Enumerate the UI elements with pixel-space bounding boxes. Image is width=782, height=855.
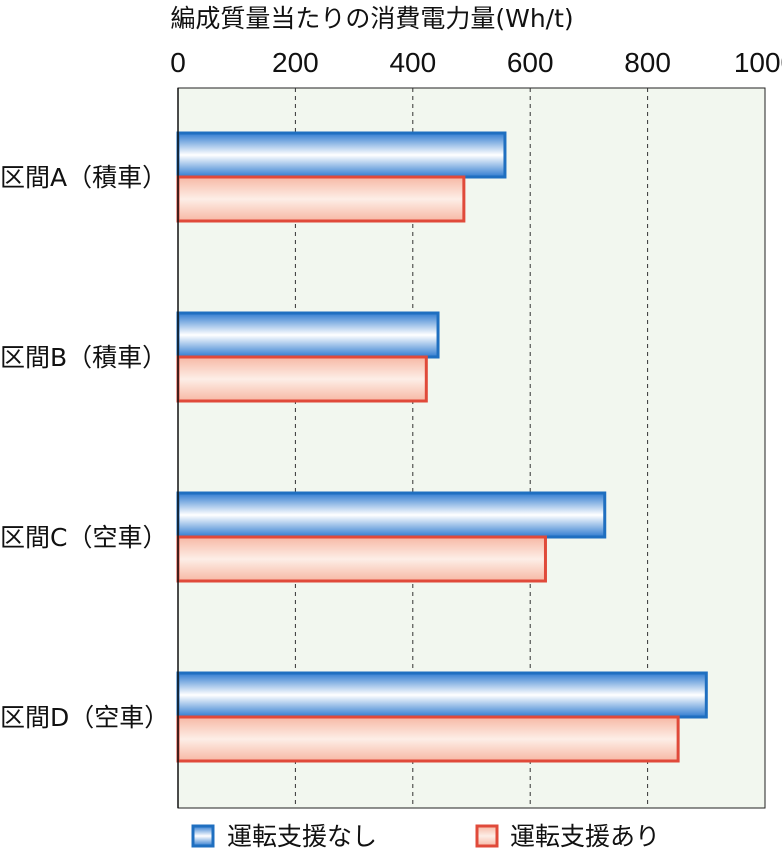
bar-no-assist-3 (176, 491, 607, 539)
bar-with-assist-4 (176, 715, 680, 763)
category-labels: 区間A（積車） 区間B（積車） 区間C（空車） 区間D（空車） (0, 163, 169, 732)
legend-label-with-assist: 運転支援あり (510, 822, 660, 851)
category-label-4: 区間D（空車） (0, 703, 169, 732)
category-label-2: 区間B（積車） (0, 343, 167, 372)
bar-no-assist-1 (176, 131, 507, 179)
category-label-1: 区間A（積車） (0, 163, 167, 192)
bar-no-assist-2 (176, 311, 440, 359)
bar-with-assist-1 (176, 175, 466, 223)
legend-label-no-assist: 運転支援なし (227, 822, 377, 851)
x-tick-400: 400 (389, 47, 436, 78)
x-tick-1000: 1000 (734, 47, 782, 78)
legend-swatch-no-assist (191, 824, 215, 848)
x-tick-labels: 0 200 400 600 800 1000 (170, 47, 782, 78)
category-label-3: 区間C（空車） (0, 523, 167, 552)
legend: 運転支援なし 運転支援あり (191, 822, 660, 851)
legend-swatch-with-assist (475, 824, 499, 848)
bars (176, 131, 708, 763)
x-tick-800: 800 (624, 47, 671, 78)
x-tick-0: 0 (170, 47, 186, 78)
bar-with-assist-2 (176, 355, 428, 403)
x-axis-title: 編成質量当たりの消費電力量(Wh/t) (170, 4, 573, 33)
x-tick-200: 200 (272, 47, 319, 78)
bar-no-assist-4 (176, 671, 708, 719)
bar-with-assist-3 (176, 535, 547, 583)
x-tick-600: 600 (507, 47, 554, 78)
